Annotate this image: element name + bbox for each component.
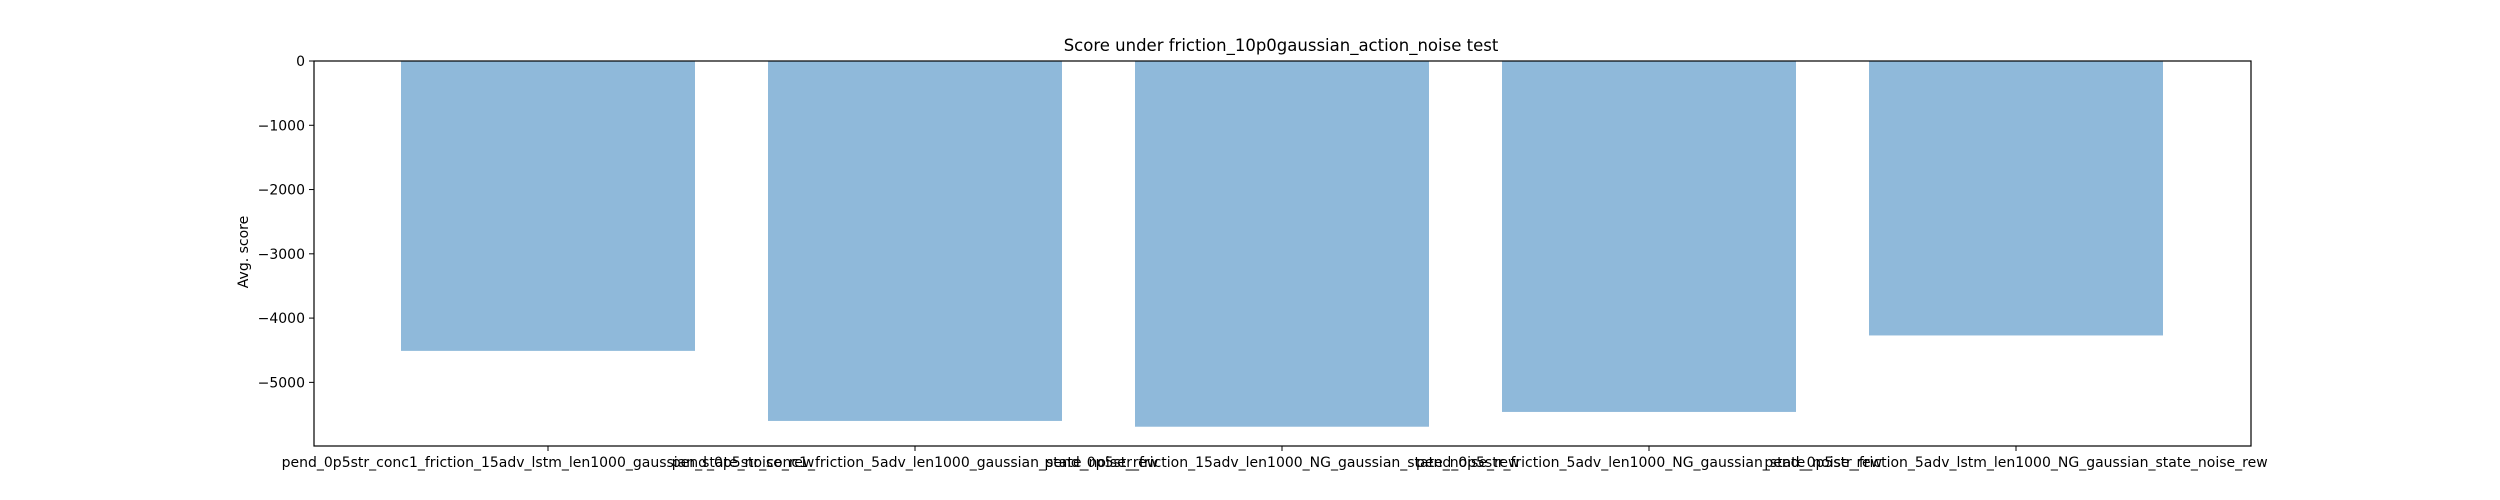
y-tick-label: −2000 bbox=[258, 183, 305, 199]
y-axis-ticks: 0 −1000 −2000 −3000 −4000 −5000 bbox=[258, 54, 314, 391]
bar-5 bbox=[1869, 61, 2163, 336]
x-tick-label: pend_0p5str_friction_15adv_len1000_NG_ga… bbox=[1045, 455, 1520, 471]
bar-1 bbox=[401, 61, 695, 351]
bars-layer bbox=[401, 61, 2163, 427]
x-axis-ticks: pend_0p5str_conc1_friction_15adv_lstm_le… bbox=[282, 446, 2268, 471]
y-tick-label: −1000 bbox=[258, 118, 305, 134]
plot-frame bbox=[313, 60, 2252, 447]
y-tick-label: −4000 bbox=[258, 311, 305, 327]
y-tick-label: −5000 bbox=[258, 375, 305, 391]
chart-title: Score under friction_10p0gaussian_action… bbox=[1064, 36, 1499, 56]
y-axis-label: Avg. score bbox=[236, 216, 252, 288]
x-tick-label: pend_0p5str_conc1_friction_5adv_len1000_… bbox=[672, 455, 1158, 471]
bar-4 bbox=[1502, 61, 1796, 412]
x-tick-label: pend_0p5str_conc1_friction_15adv_lstm_le… bbox=[282, 455, 815, 471]
y-tick-label: 0 bbox=[296, 54, 305, 70]
bar-3 bbox=[1135, 61, 1429, 427]
bar-2 bbox=[768, 61, 1062, 421]
x-tick-label: pend_0p5str_friction_5adv_len1000_NG_gau… bbox=[1416, 455, 1882, 471]
x-tick-label: pend_0p5str_friction_5adv_lstm_len1000_N… bbox=[1764, 455, 2267, 471]
y-tick-label: −3000 bbox=[258, 247, 305, 263]
